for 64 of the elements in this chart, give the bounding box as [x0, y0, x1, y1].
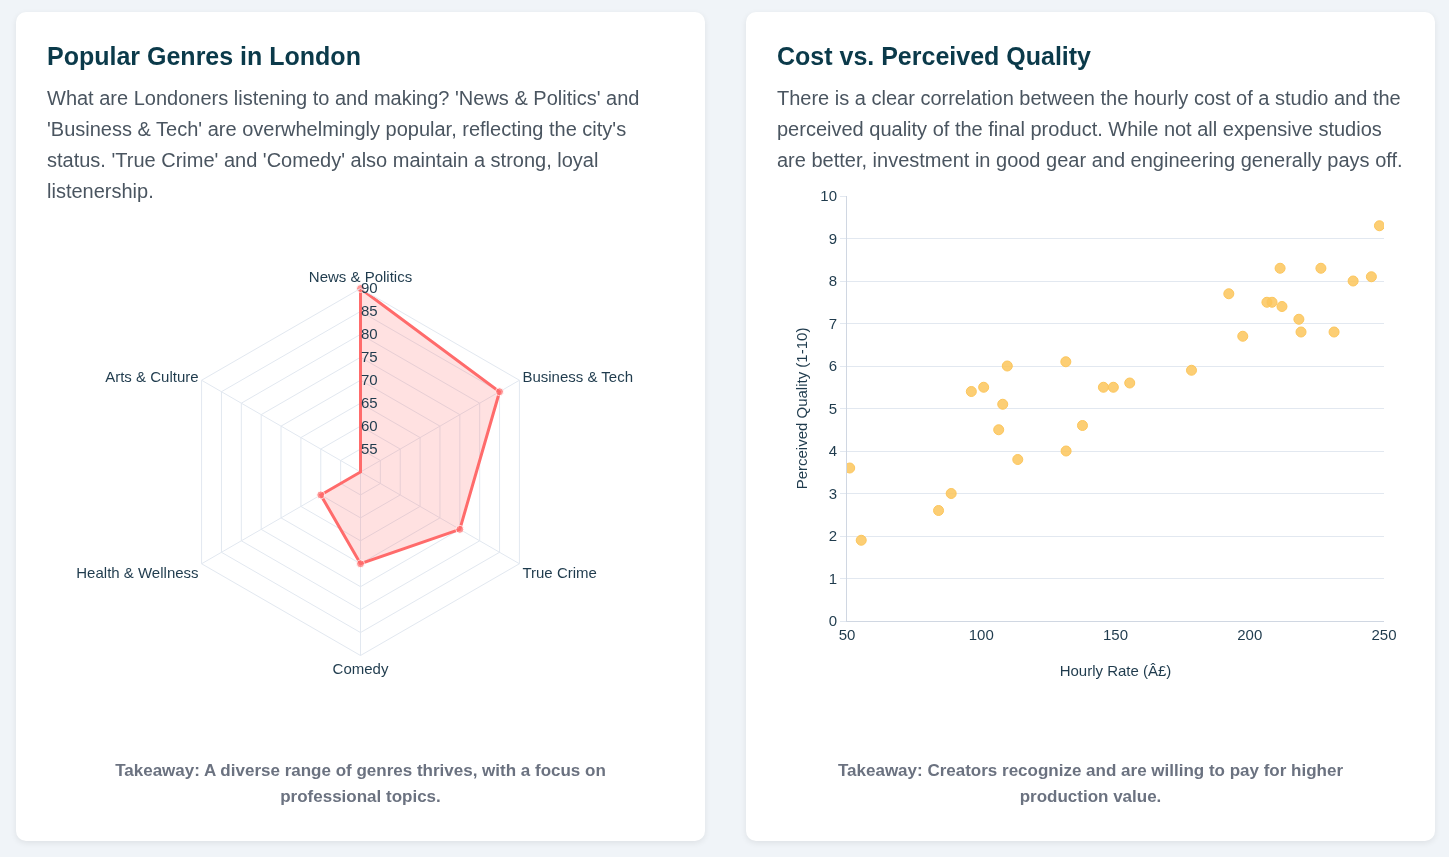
spoke-label: Comedy: [332, 660, 389, 677]
y-tick-label: 80: [361, 325, 378, 343]
point: [1347, 275, 1359, 287]
point: [1293, 313, 1305, 325]
chart-title: Cost vs. Perceived Quality: [777, 42, 1093, 71]
x-tick-label: 250: [1371, 626, 1397, 643]
spoke-label: Business & Tech: [522, 367, 634, 385]
point: [1223, 288, 1235, 300]
y-tick-label: 0: [828, 612, 837, 630]
point: [1266, 296, 1278, 308]
point: [1060, 356, 1072, 368]
point: [1097, 381, 1109, 393]
y-tick-label: 3: [828, 484, 837, 502]
y-tick-label: 6: [828, 357, 837, 375]
y-tick-label: 70: [361, 371, 378, 389]
point: [1315, 262, 1327, 274]
point: [1328, 326, 1340, 338]
y-tick-label: 60: [361, 417, 378, 435]
point: [1107, 381, 1119, 393]
spoke-label: True Crime: [522, 563, 597, 581]
point: [1060, 445, 1072, 457]
y-tick-label: 85: [361, 302, 378, 320]
point: [1012, 454, 1024, 465]
spoke-label: Health & Wellness: [76, 563, 199, 581]
text: Takeaway: A diverse range of genres thrives, with a focus on professional topics.: [114, 760, 607, 808]
y-axis-title: Perceived Quality (1-10): [793, 327, 810, 490]
point: [1076, 420, 1088, 431]
point: [1185, 364, 1197, 376]
chart-subtitle: There is a clear correlation between the hourly cost of a studio and the perceived quality of the final product. While not all expensive studios are better, investment in good gear and engineering generally pays off.: [777, 86, 1404, 173]
point: [1373, 220, 1384, 232]
point: [1365, 271, 1377, 283]
point: [1124, 377, 1136, 389]
x-tick-label: 100: [968, 626, 994, 643]
point: [965, 386, 977, 397]
y-tick-label: 5: [828, 399, 837, 417]
y-tick-label: 9: [828, 229, 837, 247]
point: [1295, 326, 1307, 338]
text: Takeaway: Creators recognize and are willing to pay for higher production value.: [836, 760, 1345, 808]
y-tick-label: 65: [361, 394, 378, 412]
point: [855, 534, 867, 546]
x-tick-label: 150: [1102, 626, 1129, 643]
point: [1237, 330, 1249, 342]
y-tick-label: 10: [820, 187, 837, 205]
y-tick-label: 75: [361, 348, 378, 366]
y-tick-label: 55: [361, 439, 378, 457]
y-tick-label: 8: [828, 272, 837, 290]
x-axis-title: Hourly Rate (Â£): [1059, 662, 1172, 679]
chart-title: Popular Genres in London: [47, 42, 362, 71]
x-tick-label: 200: [1237, 626, 1263, 643]
point: [1274, 262, 1286, 274]
point: [1001, 360, 1013, 372]
spoke-label: Arts & Culture: [105, 367, 199, 385]
point: [1276, 301, 1288, 312]
y-tick-label: 1: [828, 569, 837, 587]
point: [978, 381, 990, 393]
x-tick-label: 50: [838, 626, 856, 643]
y-tick-label: 4: [828, 442, 837, 460]
point: [997, 398, 1009, 410]
point: [945, 488, 957, 499]
point: [993, 424, 1005, 436]
y-tick-label: 2: [828, 527, 837, 545]
chart-subtitle: What are Londoners listening to and making? 'News & Politics' and 'Business & Tech' are overwhelmingly popular, reflecting the city's status. 'True Crime' and 'Comedy' also maintain a strong, loyal listenership.: [47, 86, 641, 204]
y-tick-label: 7: [828, 314, 837, 332]
point: [933, 505, 945, 516]
